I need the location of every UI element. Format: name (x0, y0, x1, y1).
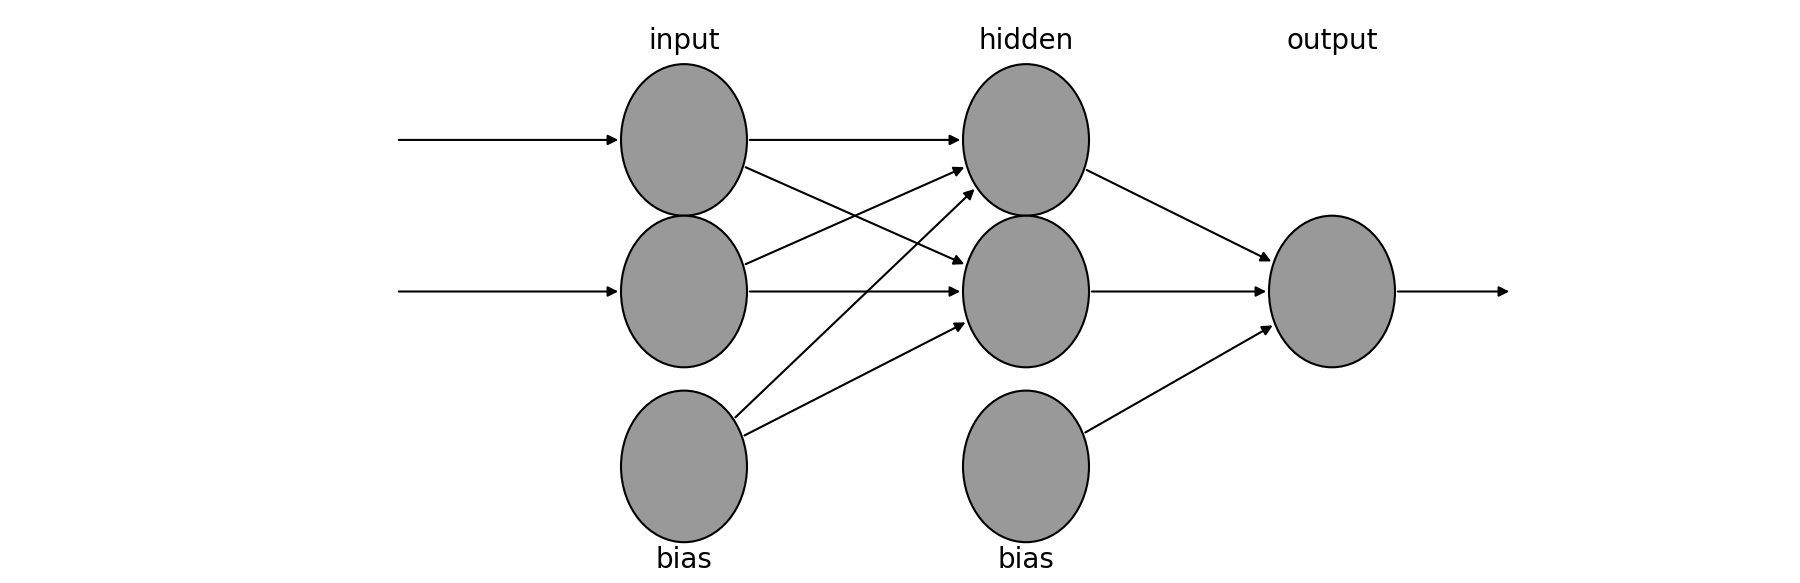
Ellipse shape (963, 391, 1089, 542)
Ellipse shape (621, 216, 747, 367)
Ellipse shape (1269, 216, 1395, 367)
Text: bias: bias (997, 546, 1055, 574)
Text: output: output (1287, 27, 1377, 55)
Ellipse shape (963, 64, 1089, 216)
Text: input: input (648, 27, 720, 55)
Text: bias: bias (655, 546, 713, 574)
Ellipse shape (621, 391, 747, 542)
Text: hidden: hidden (979, 27, 1073, 55)
Ellipse shape (621, 64, 747, 216)
Ellipse shape (963, 216, 1089, 367)
